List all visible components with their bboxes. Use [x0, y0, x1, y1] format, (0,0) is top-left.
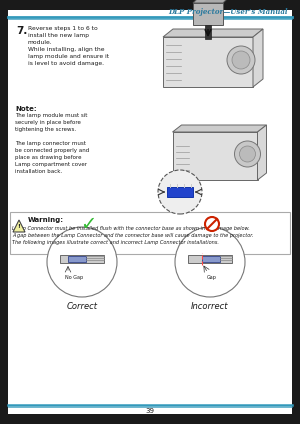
- Text: Warning:: Warning:: [28, 217, 64, 223]
- Circle shape: [47, 227, 117, 297]
- Text: Note:: Note:: [15, 106, 37, 112]
- Text: No Gap: No Gap: [65, 274, 83, 279]
- Circle shape: [239, 146, 256, 162]
- Text: Incorrect: Incorrect: [191, 302, 229, 311]
- FancyBboxPatch shape: [10, 212, 290, 254]
- FancyBboxPatch shape: [205, 25, 211, 39]
- FancyBboxPatch shape: [60, 255, 104, 263]
- Text: Reverse steps 1 to 6 to
install the new lamp
module.
While installing, align the: Reverse steps 1 to 6 to install the new …: [28, 26, 109, 66]
- Text: The lamp module must sit
securely in place before
tightening the screws.

The la: The lamp module must sit securely in pla…: [15, 113, 89, 174]
- Circle shape: [205, 217, 219, 231]
- Circle shape: [235, 141, 260, 167]
- Polygon shape: [13, 220, 25, 232]
- FancyBboxPatch shape: [193, 3, 223, 25]
- Circle shape: [175, 227, 245, 297]
- FancyBboxPatch shape: [167, 187, 193, 197]
- Polygon shape: [253, 29, 263, 87]
- Text: ✓: ✓: [80, 215, 96, 234]
- Text: Lamp Connector must be installed flush with the connector base as shown in the i: Lamp Connector must be installed flush w…: [12, 226, 253, 245]
- Text: Gap: Gap: [207, 274, 217, 279]
- Polygon shape: [172, 125, 266, 132]
- Circle shape: [232, 51, 250, 69]
- Polygon shape: [163, 29, 263, 37]
- Circle shape: [227, 46, 255, 74]
- FancyBboxPatch shape: [68, 256, 86, 262]
- Text: 39: 39: [146, 408, 154, 414]
- Text: DLP Projector—User’s Manual: DLP Projector—User’s Manual: [169, 8, 288, 16]
- Polygon shape: [257, 125, 266, 180]
- Text: !: !: [18, 224, 20, 229]
- Circle shape: [158, 170, 202, 214]
- FancyBboxPatch shape: [202, 256, 220, 262]
- FancyBboxPatch shape: [188, 255, 232, 263]
- FancyBboxPatch shape: [8, 10, 292, 414]
- FancyBboxPatch shape: [172, 132, 257, 180]
- Text: Correct: Correct: [67, 302, 98, 311]
- FancyBboxPatch shape: [163, 37, 253, 87]
- Polygon shape: [193, 0, 228, 3]
- Text: 7.: 7.: [16, 26, 27, 36]
